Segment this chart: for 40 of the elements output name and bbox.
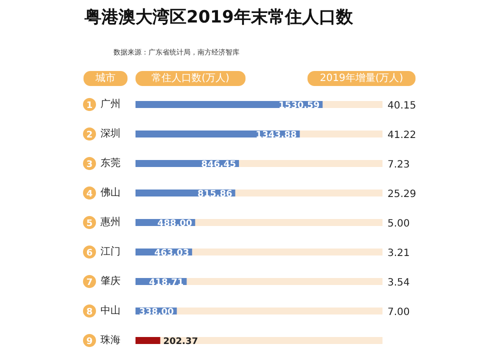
data-label: 846.45 — [201, 160, 236, 170]
text: 3 — [86, 160, 93, 170]
data-label: 202.37 — [163, 337, 198, 347]
text: 40.15 — [388, 100, 416, 112]
data-label: 418.71 — [148, 278, 184, 288]
text: 5 — [86, 219, 93, 229]
data-label: 338.00 — [139, 308, 174, 318]
data-label: 463.03 — [154, 248, 190, 258]
data-label: 1343.88 — [256, 130, 297, 140]
text: 3.21 — [388, 248, 410, 259]
y-tick-label: 肇庆 — [100, 275, 120, 287]
text: 41.22 — [388, 130, 416, 141]
text: 8 — [86, 308, 93, 318]
y-axis-title: 城市 — [94, 72, 116, 84]
text: 7.23 — [388, 160, 410, 170]
text: 2019年增量(万人) — [320, 72, 404, 84]
text: 4 — [86, 190, 93, 200]
y-tick-label: 江门 — [100, 246, 120, 258]
chart-title: 粤港澳大湾区2019年末常住人口数 — [84, 8, 354, 28]
text: 3.54 — [388, 278, 410, 288]
text: 1 — [86, 101, 93, 111]
y-tick-label: 广州 — [100, 98, 120, 110]
y-tick-label: 深圳 — [100, 128, 120, 140]
data-label: 815.86 — [198, 190, 232, 200]
text: 7.00 — [388, 307, 410, 318]
series-label: 常住人口数(万人) — [152, 72, 230, 84]
y-tick-label: 佛山 — [100, 186, 120, 198]
y-tick-label: 珠海 — [100, 334, 120, 346]
y-tick-label: 惠州 — [100, 216, 120, 228]
text: 6 — [86, 248, 93, 258]
text: 9 — [86, 337, 93, 347]
bar — [136, 337, 160, 344]
text: 7 — [86, 278, 93, 288]
text: 5.00 — [388, 218, 410, 230]
y-tick-label: 东莞 — [100, 157, 120, 169]
data-label: 488.00 — [157, 219, 192, 229]
data-label: 1530.59 — [278, 101, 320, 111]
text: 25.29 — [388, 189, 416, 200]
text: 2 — [86, 130, 93, 140]
y-tick-label: 中山 — [100, 304, 120, 316]
